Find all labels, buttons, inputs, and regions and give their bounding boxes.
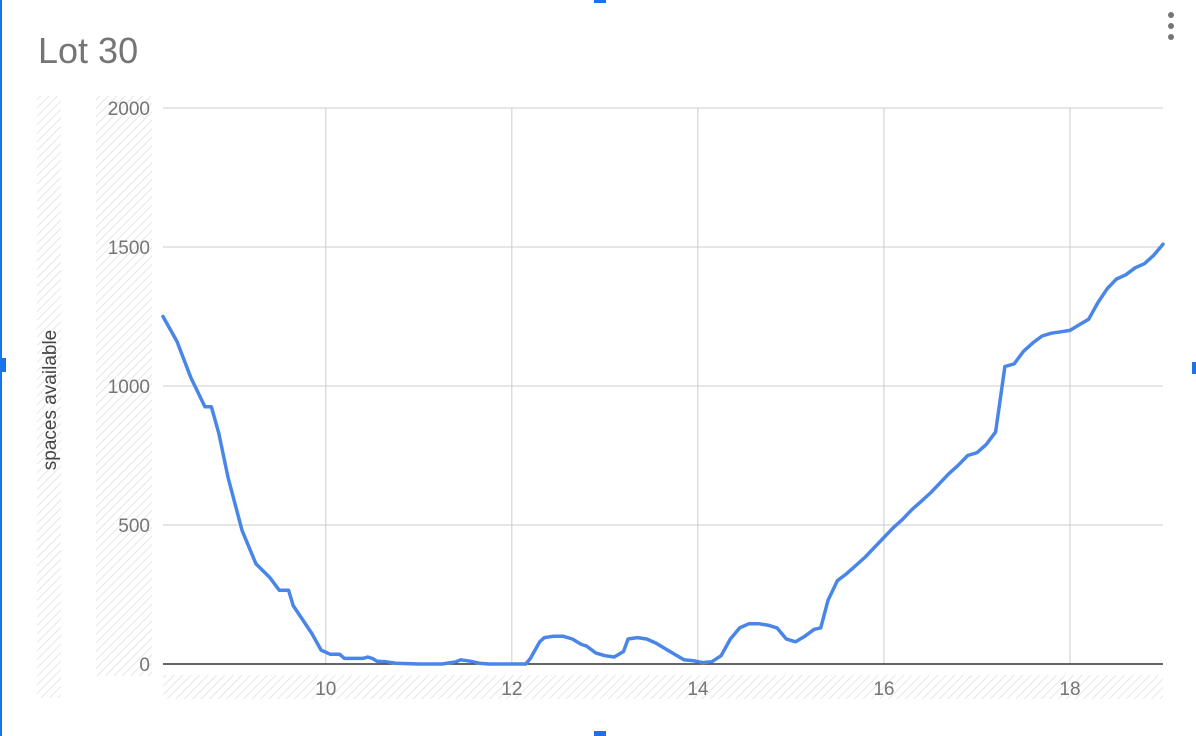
y-tick-label: 2000 [108, 99, 150, 120]
y-tick-label: 0 [139, 655, 150, 676]
x-tick-label: 12 [501, 679, 522, 700]
x-tick-label: 16 [873, 679, 894, 700]
y-tick-label: 500 [118, 516, 150, 537]
x-tick-label: 14 [687, 679, 709, 700]
more-vert-icon[interactable] [1162, 12, 1180, 46]
resize-handle-bottom[interactable] [594, 731, 606, 736]
chart-title: Lot 30 [38, 30, 139, 71]
ylabel-hatch-band [37, 96, 61, 698]
selection-border-left [0, 0, 2, 736]
resize-handle-top[interactable] [594, 0, 606, 3]
resize-handle-left[interactable] [0, 358, 6, 372]
y-tick-label: 1500 [108, 238, 150, 259]
ytick-hatch-band [96, 96, 152, 676]
xtick-hatch-band [163, 675, 1163, 699]
resize-handle-right[interactable] [1192, 362, 1196, 374]
x-tick-label: 10 [315, 679, 336, 700]
series-line [161, 242, 1165, 666]
x-tick-label: 18 [1059, 679, 1080, 700]
y-tick-label: 1000 [108, 377, 150, 398]
y-axis-label: spaces available [40, 330, 61, 470]
